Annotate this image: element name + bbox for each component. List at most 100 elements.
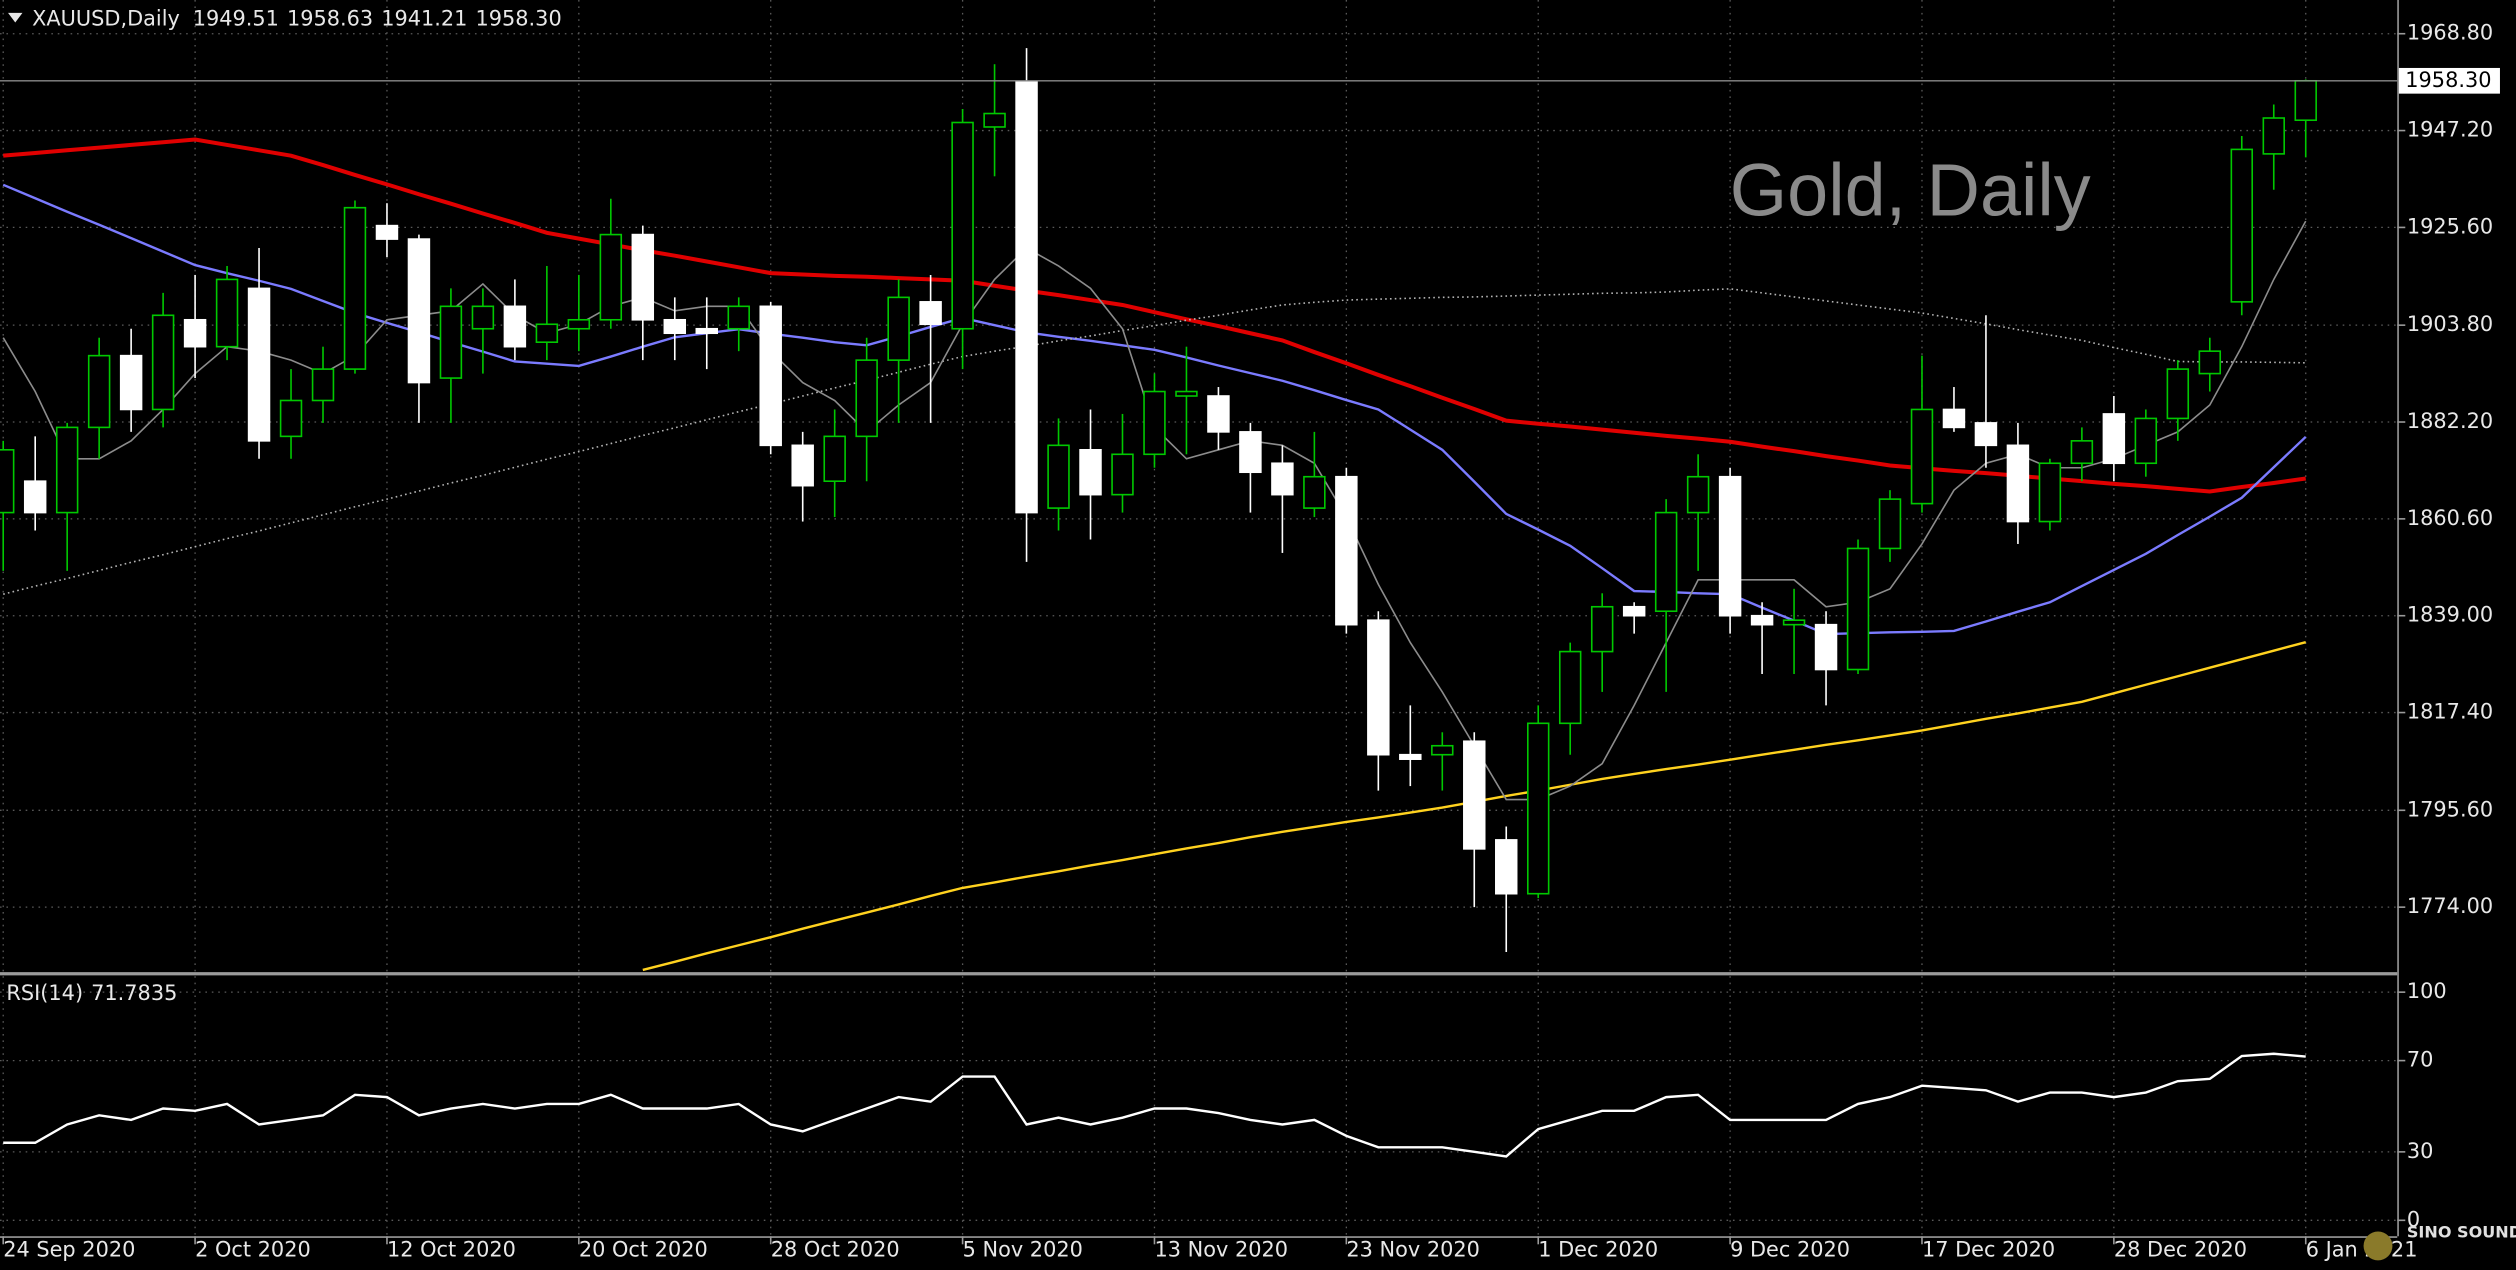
y-tick-label: 1795.60 (2407, 797, 2493, 821)
y-tick-label: 1882.20 (2407, 409, 2493, 433)
candle-body (87, 354, 111, 429)
candle-body (1335, 475, 1358, 626)
x-tick-label: 13 Nov 2020 (1154, 1238, 1288, 1262)
candle-body (2038, 462, 2062, 523)
symbol-header: XAUUSD,Daily 1949.51 1958.63 1941.21 1958.30 (32, 6, 562, 30)
x-tick-label: 1 Dec 2020 (1538, 1238, 1658, 1262)
candle-body (2070, 440, 2094, 465)
y-tick-label: 1817.40 (2407, 700, 2493, 724)
candle-body (2102, 413, 2126, 465)
y-tick-label: 100 (2407, 979, 2447, 1003)
candle-body (1111, 453, 1134, 496)
y-tick-label: 0 (2407, 1207, 2420, 1231)
x-tick-label: 17 Dec 2020 (1922, 1238, 2055, 1262)
candle-body (375, 224, 399, 240)
y-tick-label: 1839.00 (2407, 603, 2493, 627)
x-tick-label: 6 Jan 2021 (2306, 1238, 2418, 1262)
candle-body (119, 354, 143, 411)
candle-body (1878, 498, 1902, 550)
candle-body (1239, 431, 1262, 474)
symbol: XAUUSD,Daily (32, 6, 180, 30)
x-tick-label: 9 Dec 2020 (1730, 1238, 1850, 1262)
candle-body (407, 238, 431, 384)
x-tick-label: 28 Dec 2020 (2114, 1238, 2247, 1262)
collapse-arrow[interactable] (8, 12, 23, 23)
candle-body (1303, 475, 1326, 509)
candle-body (791, 444, 814, 487)
candle-body (1367, 619, 1390, 756)
candle-body (535, 323, 559, 344)
candle-body (55, 426, 79, 514)
candle-body (2294, 79, 2317, 122)
x-tick-label: 24 Sep 2020 (3, 1238, 135, 1262)
candle-body (1463, 740, 1486, 850)
candle-body (2198, 350, 2222, 375)
candle-body (1814, 623, 1838, 671)
candle-body (471, 305, 495, 330)
candle-body (1622, 605, 1646, 617)
candle-body (2166, 368, 2190, 420)
moving-average (2, 183, 2307, 636)
y-tick-label: 1968.80 (2407, 21, 2493, 45)
x-tick-label: 12 Oct 2020 (387, 1238, 516, 1262)
candle-body (663, 318, 687, 335)
candle-body (1047, 444, 1070, 509)
y-tick-label: 1860.60 (2407, 506, 2493, 530)
candle-body (343, 206, 367, 370)
candle-body (311, 368, 335, 402)
x-tick-label: 20 Oct 2020 (579, 1238, 708, 1262)
candle-body (887, 296, 910, 361)
candle-body (1686, 475, 1710, 514)
candle-body (759, 305, 782, 447)
candle-body (2262, 117, 2285, 155)
candle-body (1207, 395, 1230, 433)
candle-body (0, 449, 15, 514)
candle-body (2230, 148, 2254, 303)
x-tick-label: 23 Nov 2020 (1346, 1238, 1480, 1262)
candle-body (983, 112, 1006, 128)
candle-body (23, 480, 47, 514)
candle-body (215, 278, 239, 348)
header-low: 1941.21 (381, 6, 467, 30)
candle-body (1431, 744, 1454, 756)
x-tick-label: 2 Oct 2020 (195, 1238, 311, 1262)
y-tick-label: 30 (2407, 1139, 2434, 1163)
candle-body (1782, 619, 1806, 626)
x-tick-label: 28 Oct 2020 (771, 1238, 900, 1262)
candle-body (1271, 462, 1294, 496)
candle-body (1399, 753, 1422, 760)
candle-body (695, 327, 718, 335)
logo-text: SINO SOUND (2407, 1223, 2516, 1242)
candle-body (727, 305, 750, 330)
header-high: 1958.63 (287, 6, 373, 30)
candle-body (1558, 650, 1582, 725)
candle-body (631, 233, 655, 321)
candle-body (247, 287, 271, 442)
candle-body (1175, 390, 1198, 397)
candle-body (1750, 614, 1774, 626)
candle-body (183, 318, 207, 348)
price-tag-label: 1958.30 (2405, 68, 2491, 92)
moving-average (3, 288, 2306, 595)
candle-body (1718, 475, 1742, 617)
candle-body (1143, 390, 1166, 456)
candle-body (823, 435, 846, 482)
candle-body (599, 233, 623, 321)
rsi-header: RSI(14) 71.7835 (6, 981, 177, 1005)
candle-body (567, 318, 591, 330)
candle-body (1974, 422, 1998, 447)
y-tick-label: 70 (2407, 1048, 2434, 1072)
price-tag (2398, 67, 2500, 94)
candle-body (1590, 605, 1614, 653)
y-tick-label: 1947.20 (2407, 118, 2493, 142)
rsi-value: 71.7835 (91, 981, 177, 1005)
logo-icon (2363, 1231, 2393, 1261)
watermark: Gold, Daily (1730, 148, 2091, 231)
header-close: 1958.30 (475, 6, 561, 30)
candle-body (2006, 444, 2030, 523)
candle-body (2134, 417, 2158, 465)
candle-body (1846, 547, 1870, 671)
rsi-line (3, 1052, 2306, 1158)
